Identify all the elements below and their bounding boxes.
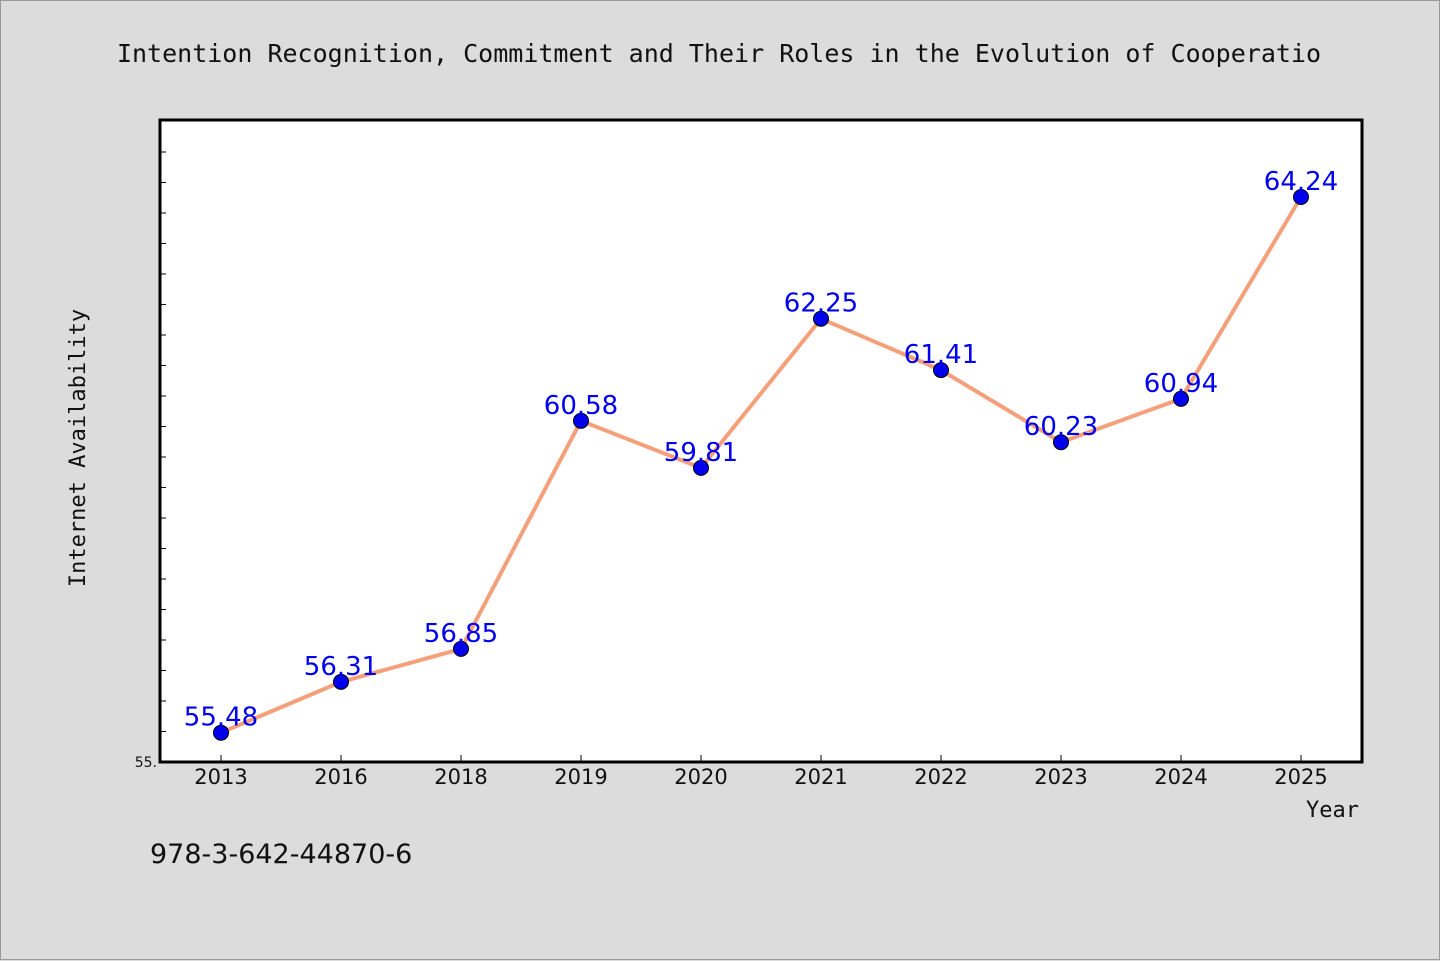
data-point [1293, 189, 1309, 205]
x-axis-ticks: 2013 2016 2018 2019 2020 2021 2022 2023 2024 2025 [194, 755, 1328, 789]
data-point [333, 673, 349, 690]
data-label: 62.25 [784, 289, 858, 319]
data-label: 55.48 [184, 703, 258, 733]
data-label: 60.58 [544, 391, 618, 421]
data-label: 61.41 [904, 340, 978, 370]
x-tick-label: 2016 [314, 765, 367, 789]
series-line [220, 195, 1303, 735]
plot-frame [158, 118, 1364, 764]
data-label: 56.31 [304, 652, 378, 682]
data-label: 60.94 [1144, 369, 1218, 399]
data-point [1053, 434, 1069, 451]
data-point [933, 362, 949, 379]
x-tick-label: 2024 [1154, 765, 1207, 789]
data-label: 60.23 [1024, 412, 1098, 442]
isbn-footer: 978-3-642-44870-6 [150, 839, 412, 870]
data-label: 59.81 [664, 438, 738, 468]
x-tick-label: 2025 [1274, 765, 1327, 789]
x-tick-label: 2019 [554, 765, 607, 789]
x-axis-label: Year [1306, 798, 1359, 823]
x-tick-label: 2018 [434, 765, 487, 789]
data-point [213, 724, 229, 741]
y-tick-label: 55. [135, 755, 157, 771]
y-axis-label: Internet Availability [66, 309, 91, 587]
x-tick-label: 2013 [194, 765, 247, 789]
chart-title: Intention Recognition, Commitment and Th… [117, 39, 1321, 68]
x-tick-label: 2022 [914, 765, 967, 789]
x-tick-label: 2020 [674, 765, 727, 789]
data-point [573, 412, 589, 429]
x-tick-label: 2021 [794, 765, 847, 789]
data-point [453, 640, 469, 657]
data-point [693, 459, 709, 476]
data-label: 64.24 [1264, 167, 1338, 197]
data-series: 55.48 56.31 56.85 60.58 59.81 62.25 61.41 60.23… [184, 167, 1338, 741]
plot-area [160, 120, 1362, 762]
data-label: 56.85 [424, 619, 498, 649]
x-tick-label: 2023 [1034, 765, 1087, 789]
data-point [813, 310, 829, 327]
data-point [1173, 390, 1189, 407]
